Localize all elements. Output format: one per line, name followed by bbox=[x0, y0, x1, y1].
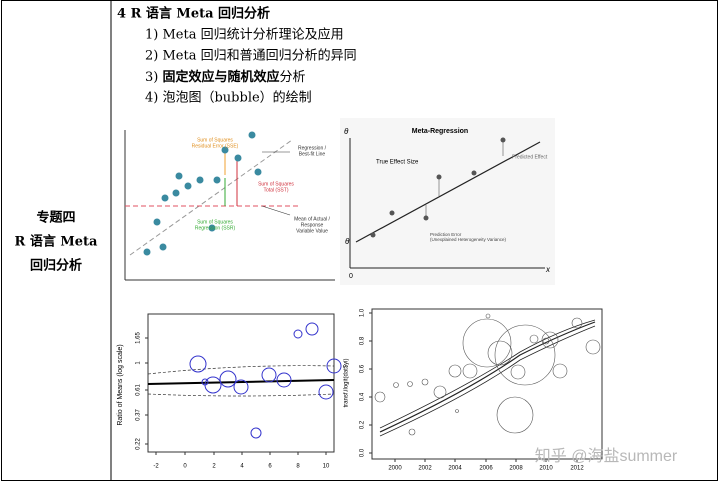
figure-meta-regression: Meta-Regression True Effect Size Predict… bbox=[340, 118, 555, 285]
figure-label: Best-fit Line bbox=[299, 151, 326, 157]
list-item-part: 分析 bbox=[280, 70, 306, 85]
y-tick-label: 0.2 bbox=[360, 420, 366, 429]
axis-symbol: θ bbox=[345, 237, 350, 246]
left-cell-text: 专题四 bbox=[36, 210, 75, 226]
x-tick-label: 2008 bbox=[509, 466, 523, 472]
figure-label: Variable Value bbox=[296, 228, 328, 234]
x-tick-label: 8 bbox=[296, 464, 300, 470]
figure-label: Residual Error (SSE) bbox=[192, 143, 239, 149]
axis-symbol: x bbox=[545, 265, 551, 274]
list-item: 1) Meta 回归统计分析理论及应用 bbox=[145, 27, 344, 43]
figure-label: Mean of Actual / bbox=[294, 216, 330, 222]
y-tick-label: 0.4 bbox=[360, 392, 366, 401]
y-tick-label: 1.65 bbox=[136, 332, 142, 344]
x-tick-label: 2010 bbox=[539, 466, 553, 472]
figure-label: Total (SST) bbox=[263, 187, 288, 193]
axis-symbol: 0 bbox=[349, 273, 353, 280]
figure-label: True Effect Size bbox=[376, 160, 419, 166]
x-tick-label: -2 bbox=[153, 464, 159, 470]
figure-label: Predicted Effect bbox=[512, 154, 548, 160]
x-tick-label: 2 bbox=[212, 464, 216, 470]
figure-label: Regression / bbox=[298, 145, 327, 151]
list-item: 2) Meta 回归和普通回归分析的异同 bbox=[145, 48, 357, 64]
x-tick-label: 10 bbox=[323, 464, 330, 470]
y-tick-label: 0.61 bbox=[136, 384, 142, 396]
figure-label: Regression (SSR) bbox=[195, 225, 236, 231]
y-axis-label: Ratio of Means (log scale) bbox=[117, 344, 124, 425]
list-item-bold: 固定效应与随机效应 bbox=[162, 69, 279, 85]
y-tick-label: 1.0 bbox=[360, 308, 366, 317]
x-tick-label: 2006 bbox=[479, 466, 493, 472]
left-cell-text: 回归分析 bbox=[30, 258, 82, 274]
list-item: 4) 泡泡图（bubble）的绘制 bbox=[145, 90, 312, 106]
figure-bubble-ratio: Ratio of Means (log scale) 0.22 0.37 0.61 1… bbox=[117, 313, 342, 470]
figure-label: Response bbox=[301, 222, 324, 228]
section-heading: 4 R 语言 Meta 回归分析 bbox=[117, 6, 270, 22]
figure-label: Sum of Squares bbox=[258, 181, 294, 187]
figure-label: Sum of Squares bbox=[197, 137, 233, 143]
y-tick-label: 1 bbox=[136, 361, 142, 365]
y-tick-label: 0.22 bbox=[136, 438, 142, 450]
figure-bubble-year: transf.ilogit(dat$yi) 0.0 0.2 0.4 0.6 0.8 1.0… bbox=[344, 308, 603, 472]
figure-label: (Unexplained Heterogeneity Variance) bbox=[430, 237, 506, 242]
list-item: 3) 固定效应与随机效应分析 bbox=[145, 69, 306, 85]
x-tick-label: 2002 bbox=[418, 466, 432, 472]
x-tick-label: 2000 bbox=[388, 466, 402, 472]
axis-symbol: θ bbox=[344, 127, 349, 136]
figure-title: Meta-Regression bbox=[412, 128, 468, 135]
y-tick-label: 0.37 bbox=[136, 409, 142, 421]
x-tick-label: 2012 bbox=[570, 466, 584, 472]
figure-label: Sum of Squares bbox=[197, 219, 233, 225]
figure-label: Prediction Error bbox=[430, 232, 462, 237]
list-item-part: 3) bbox=[145, 70, 162, 85]
x-tick-label: 2004 bbox=[448, 466, 462, 472]
y-tick-label: 0.0 bbox=[360, 448, 366, 457]
figure-regression-ss: Sum of Squares Residual Error (SSE) Sum … bbox=[124, 130, 335, 281]
watermark: 知乎 @海盐summer bbox=[535, 447, 678, 465]
y-axis-label: transf.ilogit(dat$yi) bbox=[344, 358, 350, 407]
y-tick-label: 0.6 bbox=[360, 364, 366, 373]
x-tick-label: 6 bbox=[268, 464, 272, 470]
x-tick-label: 4 bbox=[240, 464, 244, 470]
left-cell-text: R 语言 Meta bbox=[15, 234, 99, 250]
y-tick-label: 0.8 bbox=[360, 336, 366, 345]
x-tick-label: 0 bbox=[183, 464, 187, 470]
